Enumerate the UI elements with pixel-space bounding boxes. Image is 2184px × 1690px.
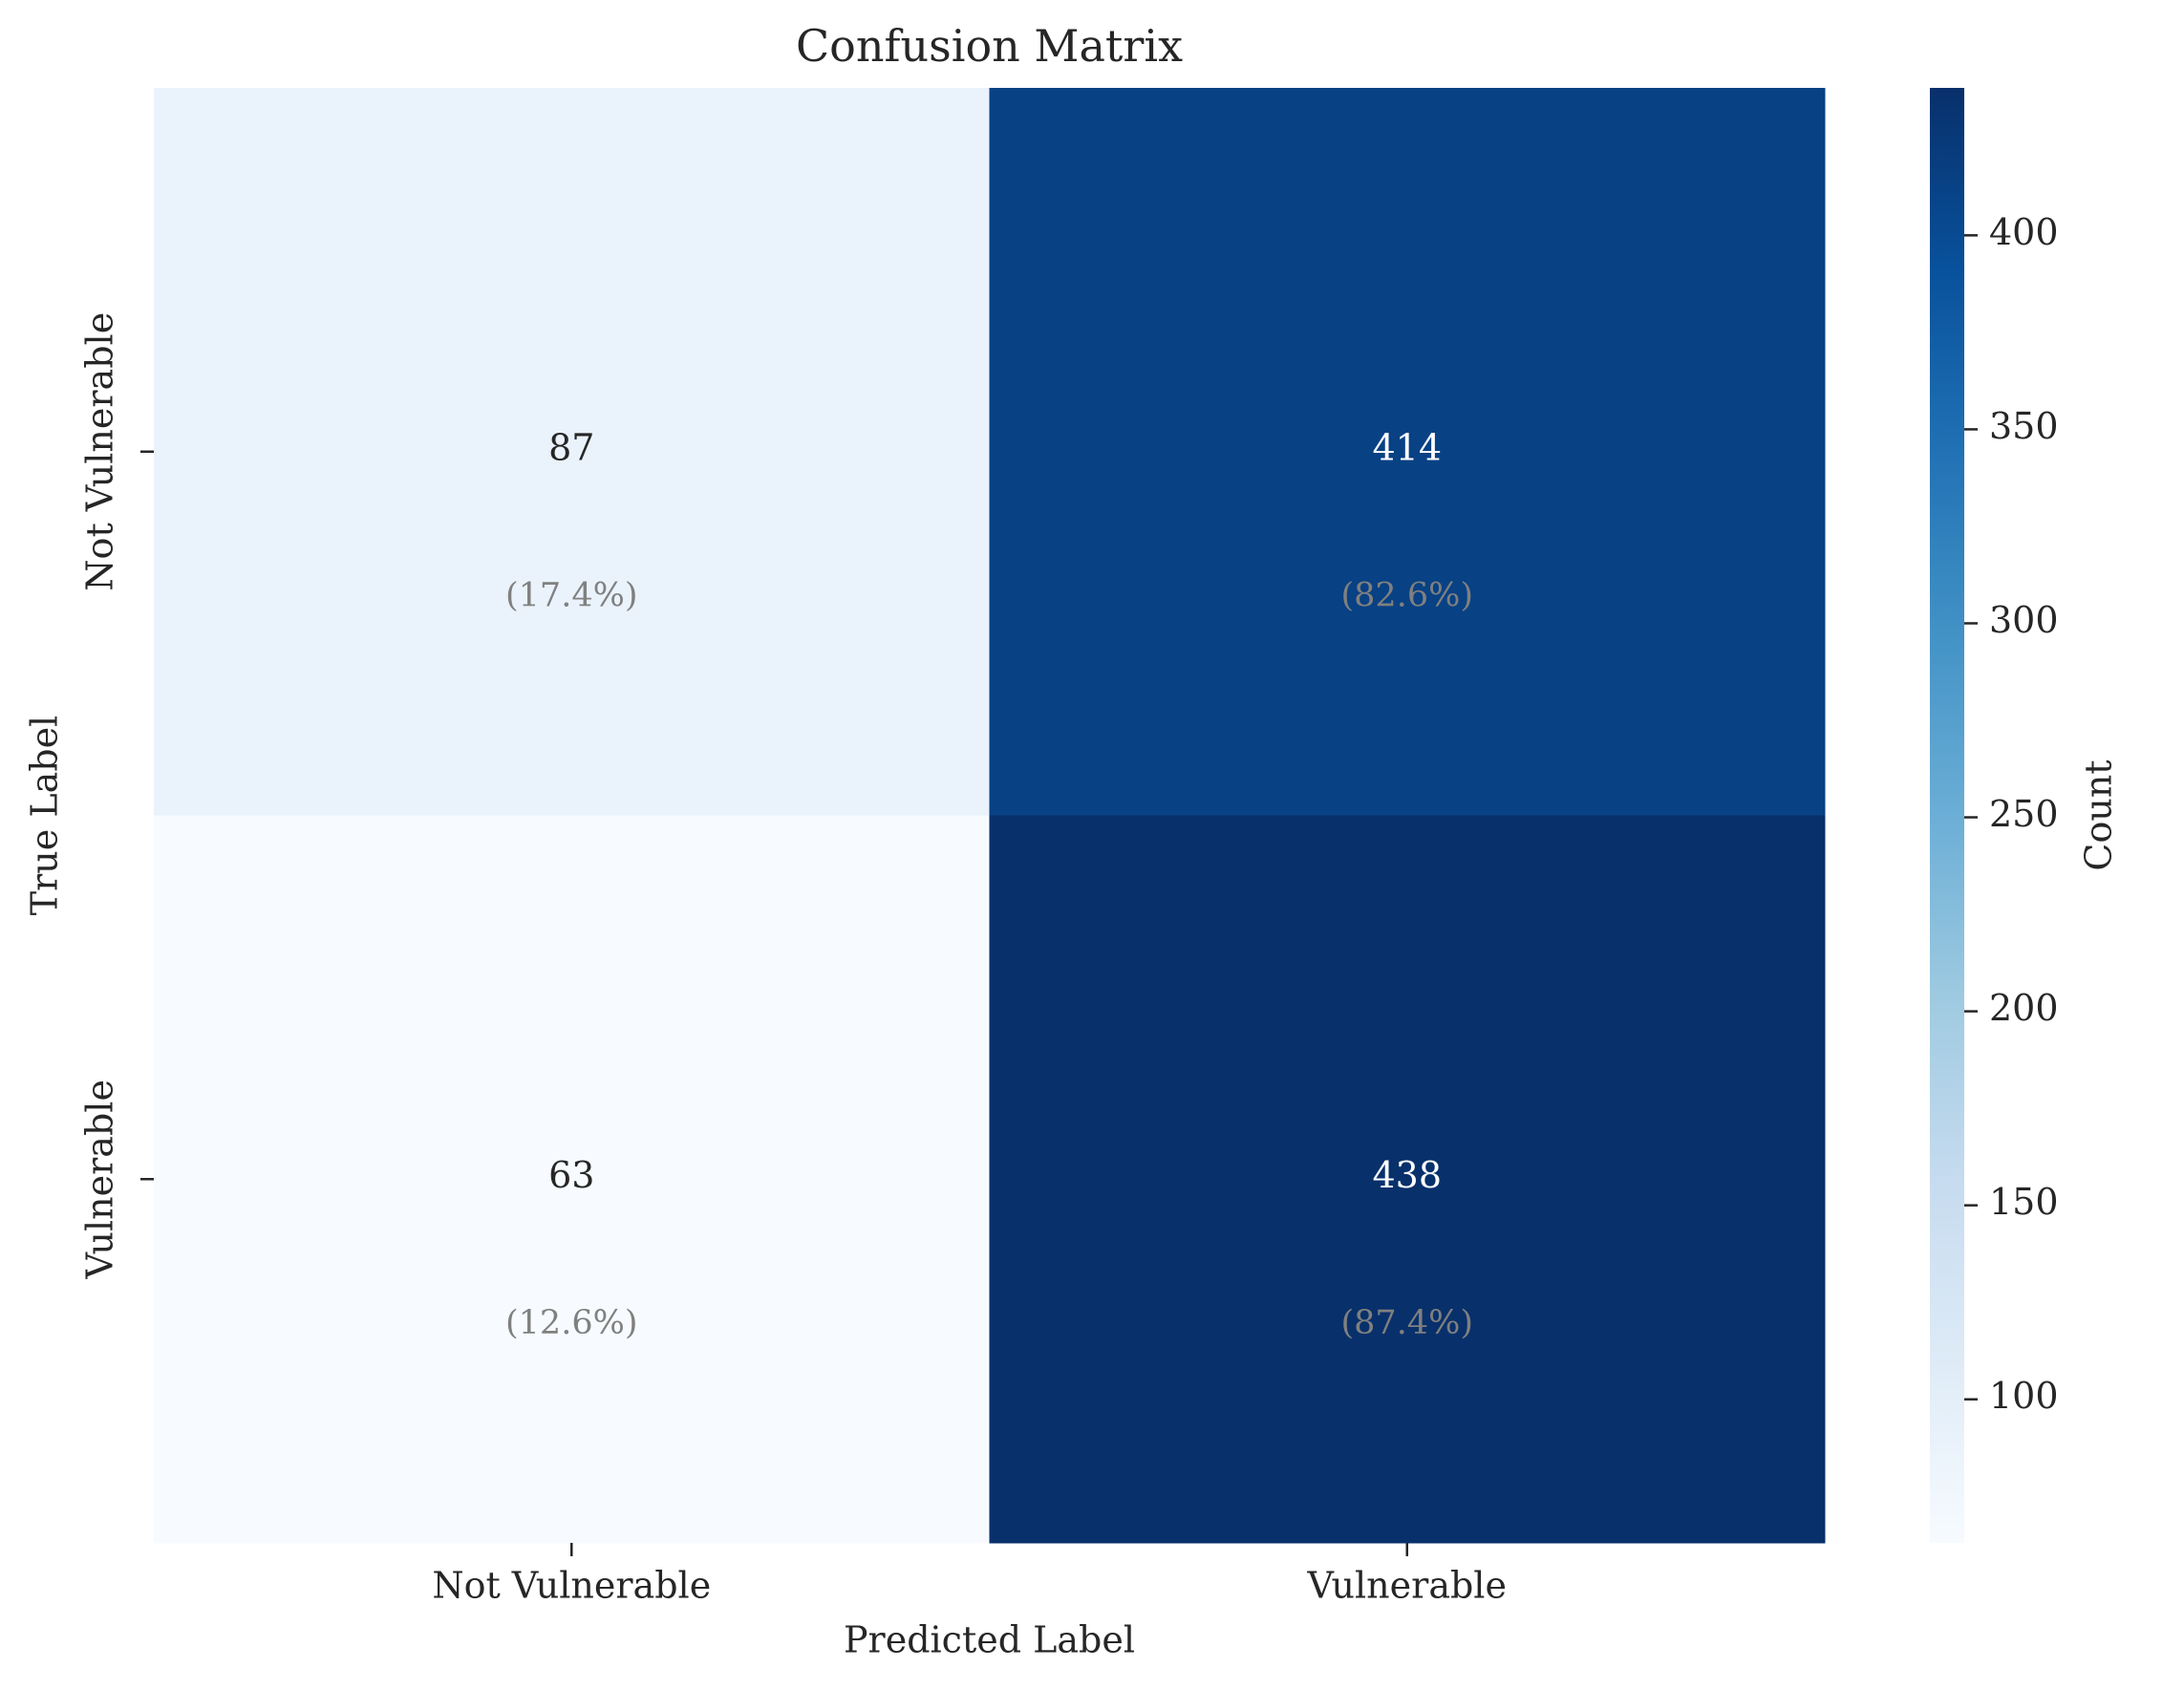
cell-count-label: 414	[1372, 426, 1442, 468]
colorbar-tick-label: 350	[1989, 405, 2059, 447]
colorbar-tick-label: 150	[1989, 1181, 2059, 1223]
colorbar-tick-label: 250	[1989, 793, 2059, 835]
y-axis-label: True Label	[24, 716, 66, 915]
cell-count-label: 87	[548, 426, 594, 468]
heatmap-cell	[989, 815, 1826, 1544]
colorbar	[1930, 88, 1964, 1543]
x-tick-label: Vulnerable	[1307, 1565, 1507, 1607]
cell-percent-label: (82.6%)	[1341, 576, 1474, 614]
colorbar-tick-label: 300	[1989, 599, 2059, 641]
heatmap-cell	[989, 88, 1826, 816]
x-tick-label: Not Vulnerable	[432, 1565, 711, 1607]
cell-count-label: 63	[548, 1154, 594, 1196]
x-axis-label: Predicted Label	[844, 1619, 1135, 1661]
cell-percent-label: (12.6%)	[505, 1304, 638, 1342]
colorbar-label: Count	[2078, 759, 2120, 870]
cell-count-label: 438	[1372, 1154, 1442, 1196]
cell-percent-label: (17.4%)	[505, 576, 638, 614]
y-tick-label: Vulnerable	[79, 1080, 121, 1279]
colorbar-tick-label: 400	[1989, 211, 2059, 253]
heatmap-cell	[154, 88, 990, 816]
heatmap-cell	[154, 815, 990, 1544]
cell-percent-label: (87.4%)	[1341, 1304, 1474, 1342]
colorbar-tick-label: 100	[1989, 1375, 2059, 1417]
chart-title: Confusion Matrix	[796, 20, 1183, 72]
y-tick-label: Not Vulnerable	[79, 312, 121, 591]
colorbar-tick-label: 200	[1989, 987, 2059, 1029]
